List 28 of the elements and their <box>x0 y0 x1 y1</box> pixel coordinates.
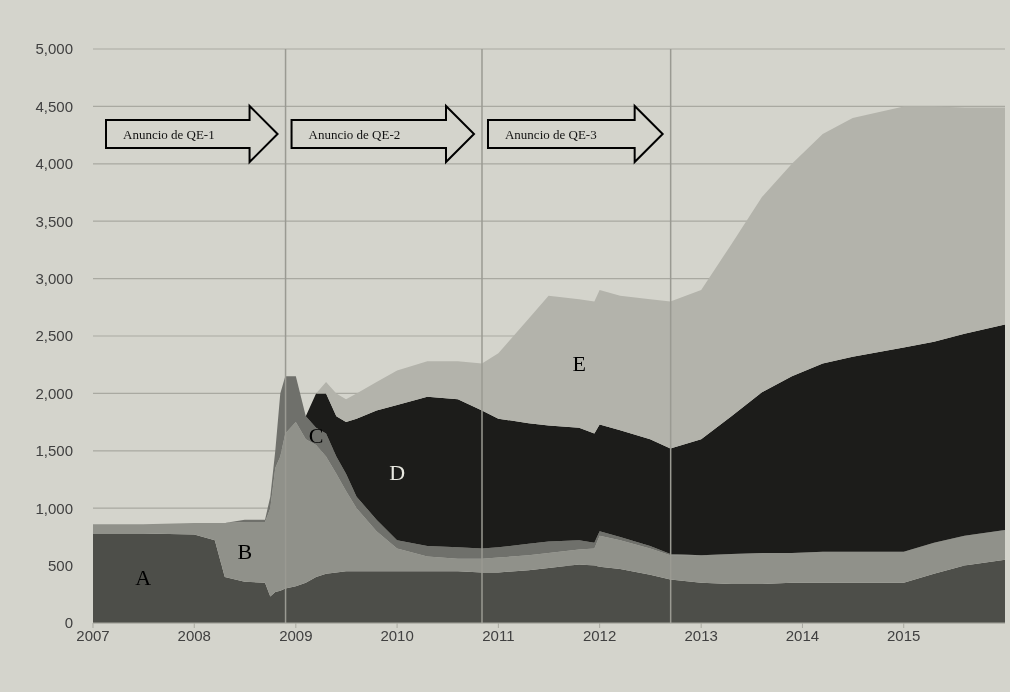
y-tick-label: 2,000 <box>35 384 73 402</box>
series-label: B <box>237 538 253 564</box>
annotation: Anuncio de QE-2 <box>308 127 401 142</box>
y-tick-label: 4,000 <box>35 155 73 173</box>
x-tick-label: 2014 <box>785 626 820 644</box>
y-tick-label: 4,500 <box>35 97 73 115</box>
y-tick-label: 0 <box>64 614 73 632</box>
annotation: Anuncio de QE-3 <box>504 127 597 142</box>
x-tick-label: 2011 <box>482 626 515 644</box>
x-tick-label: 2008 <box>177 626 211 644</box>
y-tick-label: 3,000 <box>35 269 73 287</box>
y-tick-label: 1,000 <box>35 499 73 517</box>
series-label: C <box>308 423 324 449</box>
x-tick-label: 2007 <box>76 626 110 644</box>
x-tick-label: 2013 <box>684 626 718 644</box>
x-tick-label: 2012 <box>582 626 617 644</box>
series-label: A <box>135 565 152 591</box>
x-tick-label: 2009 <box>279 626 313 644</box>
x-tick-label: 2010 <box>380 626 414 644</box>
y-tick-label: 1,500 <box>35 442 73 460</box>
y-tick-label: 500 <box>47 556 73 574</box>
annotation: Anuncio de QE-1 <box>123 127 215 142</box>
y-tick-label: 3,500 <box>35 212 73 230</box>
series-label: D <box>389 459 406 485</box>
series-label: E <box>572 350 586 376</box>
y-tick-label: 2,500 <box>35 327 73 345</box>
x-tick-label: 2015 <box>887 626 921 644</box>
y-tick-label: 5,000 <box>35 40 73 58</box>
